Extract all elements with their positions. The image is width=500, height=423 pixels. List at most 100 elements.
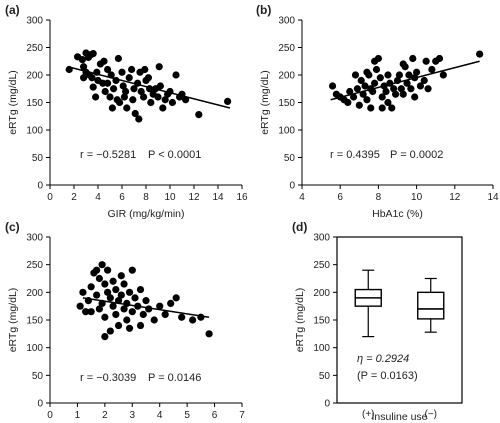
data-point xyxy=(407,85,415,93)
x-tick-label: 6 xyxy=(119,192,125,203)
data-point xyxy=(108,104,116,112)
data-point xyxy=(155,63,163,71)
data-point xyxy=(355,101,363,109)
data-point xyxy=(87,308,95,316)
data-point xyxy=(123,104,131,112)
data-point xyxy=(403,79,411,87)
data-point xyxy=(135,115,143,123)
data-point xyxy=(101,87,109,96)
y-axis-label: eRTg (mg/dL) xyxy=(294,288,306,353)
data-point xyxy=(189,316,197,324)
data-point xyxy=(476,50,484,58)
y-tick-label: 100 xyxy=(26,343,43,354)
data-point xyxy=(195,111,203,119)
data-point xyxy=(120,280,128,288)
panel-3: (c) 0 50 100 150 200 250 300 0 1 2 3 4 5 6 7 r = −0.3039… xyxy=(5,220,245,421)
data-point xyxy=(409,54,417,63)
data-point xyxy=(370,57,379,65)
data-point xyxy=(106,93,114,101)
data-point xyxy=(161,310,169,319)
data-point xyxy=(168,98,176,107)
data-point xyxy=(131,109,139,118)
stat-r: r = −0.3039 xyxy=(80,372,136,384)
data-point xyxy=(422,57,430,65)
data-point xyxy=(129,96,137,104)
data-point xyxy=(363,96,371,104)
y-tick-label: 50 xyxy=(32,371,44,382)
x-tick-label: 12 xyxy=(188,192,200,203)
data-point xyxy=(156,302,164,310)
data-point xyxy=(131,294,139,302)
x-tick-label: 2 xyxy=(71,192,77,203)
data-point xyxy=(128,65,136,74)
data-point xyxy=(109,277,117,285)
y-tick-label: 300 xyxy=(278,16,295,27)
y-axis-label: eRTg (mg/dL) xyxy=(7,70,19,135)
data-point xyxy=(80,63,88,71)
y-tick-label: 250 xyxy=(26,43,43,54)
data-point xyxy=(128,308,136,316)
data-point xyxy=(88,74,96,82)
data-point xyxy=(120,305,128,313)
data-point xyxy=(117,291,125,299)
data-point xyxy=(390,85,398,93)
panel-letter: (c) xyxy=(5,220,20,234)
data-point xyxy=(114,54,122,63)
stat-r: r = −0.5281 xyxy=(80,149,136,161)
data-point xyxy=(388,104,396,112)
stat-p: P = 0.0146 xyxy=(148,372,201,384)
y-tick-label: 100 xyxy=(26,126,43,137)
data-point xyxy=(384,71,392,79)
data-point xyxy=(159,104,167,112)
y-tick-label: 0 xyxy=(37,399,43,410)
y-tick-label: 300 xyxy=(26,16,43,27)
data-point xyxy=(361,82,369,90)
y-tick-label: 150 xyxy=(313,316,330,327)
data-point xyxy=(378,93,386,101)
data-point xyxy=(104,266,112,274)
y-tick-label: 50 xyxy=(319,371,331,382)
data-point xyxy=(95,305,103,313)
data-point xyxy=(89,83,97,91)
data-point xyxy=(357,76,365,85)
y-tick-label: 250 xyxy=(278,43,295,54)
data-point xyxy=(405,71,413,79)
data-point xyxy=(178,313,186,321)
data-point xyxy=(172,71,180,79)
data-point xyxy=(376,74,384,82)
x-tick-label: 10 xyxy=(164,192,176,203)
data-point xyxy=(79,288,87,296)
data-point xyxy=(172,294,180,302)
x-tick-label: 7 xyxy=(239,410,245,421)
data-point xyxy=(106,294,114,302)
x-category-label: (−) xyxy=(425,409,438,420)
trend-line xyxy=(82,297,210,318)
data-point xyxy=(349,93,358,101)
data-point xyxy=(150,316,158,324)
y-tick-label: 250 xyxy=(26,260,43,271)
x-tick-label: 14 xyxy=(487,192,499,203)
data-point xyxy=(110,85,118,93)
data-point xyxy=(161,96,169,104)
data-point xyxy=(167,299,175,307)
data-point xyxy=(136,285,145,294)
data-point xyxy=(154,93,162,101)
y-axis-label: eRTg (mg/dL) xyxy=(259,70,271,135)
x-tick-label: 5 xyxy=(184,410,190,421)
data-point xyxy=(80,74,88,82)
data-point xyxy=(397,85,405,93)
x-tick-label: 12 xyxy=(449,192,461,203)
data-point xyxy=(123,299,131,307)
data-point xyxy=(98,261,106,269)
y-tick-label: 0 xyxy=(37,181,43,192)
data-point xyxy=(413,68,421,76)
y-tick-label: 250 xyxy=(313,260,330,271)
y-tick-label: 200 xyxy=(26,288,43,299)
x-tick-label: 8 xyxy=(376,192,382,203)
data-point xyxy=(372,65,381,74)
data-point xyxy=(117,272,125,280)
stat-eta: η = 0.2924 xyxy=(357,353,409,365)
data-point xyxy=(136,321,145,330)
panel-letter: (b) xyxy=(256,3,271,17)
